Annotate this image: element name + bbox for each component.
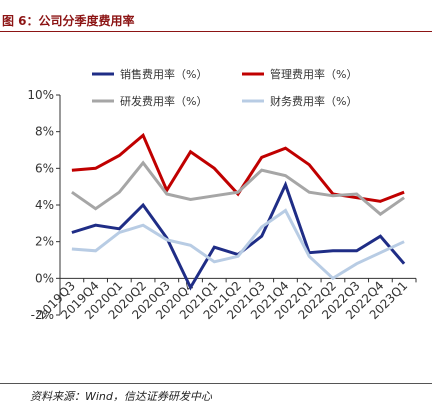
y-tick-label: 8%	[35, 125, 54, 139]
y-tick-label: -2%	[31, 308, 54, 322]
chart-series	[71, 132, 406, 291]
series-line-4	[71, 208, 405, 281]
figure-title: 图 6：公司分季度费用率	[2, 14, 135, 28]
y-tick-label: 4%	[35, 198, 54, 212]
series-line-1	[71, 180, 406, 291]
title-divider	[0, 31, 432, 32]
line-chart: 销售费用率（%） 管理费用率（%） 研发费用率（%） 财务费用率（%） -2% 0% 2%…	[27, 67, 417, 322]
legend-label: 研发费用率（%）	[120, 94, 207, 108]
source-note: 资料来源：Wind，信达证券研发中心	[30, 390, 212, 403]
legend-label: 销售费用率（%）	[120, 67, 207, 81]
legend-label: 财务费用率（%）	[270, 94, 357, 108]
legend-label: 管理费用率（%）	[270, 67, 357, 81]
chart-legend: 销售费用率（%） 管理费用率（%） 研发费用率（%） 财务费用率（%）	[92, 67, 357, 108]
y-tick-label: 0%	[35, 271, 54, 285]
y-tick-label: 10%	[27, 88, 54, 102]
footer-divider	[0, 383, 432, 384]
y-tick-label: 2%	[35, 235, 54, 249]
y-tick-label: 6%	[35, 161, 54, 175]
chart-axes: -2%0%2%4%6%8%10%2019Q32019Q42020Q12020Q2…	[27, 88, 417, 322]
series-line-3	[71, 160, 405, 217]
